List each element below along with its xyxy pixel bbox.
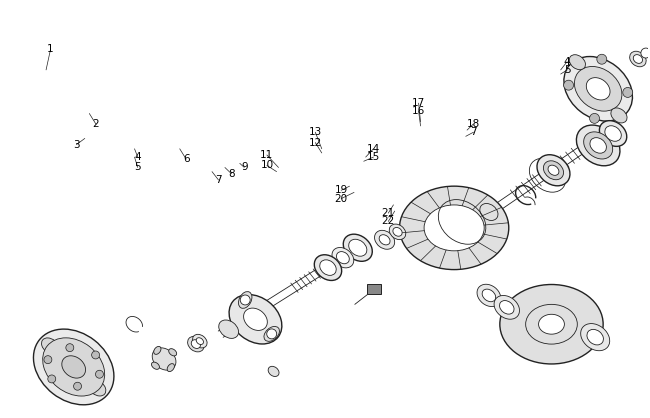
- Text: 16: 16: [412, 107, 425, 117]
- Ellipse shape: [539, 314, 564, 334]
- Text: 12: 12: [309, 138, 322, 148]
- Circle shape: [641, 48, 650, 58]
- Text: 5: 5: [564, 65, 571, 75]
- Circle shape: [597, 54, 606, 64]
- Ellipse shape: [348, 239, 367, 256]
- Ellipse shape: [630, 51, 646, 67]
- Ellipse shape: [577, 125, 620, 166]
- Text: 18: 18: [467, 119, 480, 129]
- Text: 1: 1: [47, 44, 54, 54]
- Text: 11: 11: [260, 150, 274, 160]
- Ellipse shape: [599, 121, 627, 146]
- Ellipse shape: [239, 292, 252, 308]
- Ellipse shape: [374, 230, 395, 249]
- Text: 5: 5: [135, 163, 141, 173]
- Circle shape: [590, 113, 599, 123]
- Ellipse shape: [477, 284, 500, 306]
- Text: 17: 17: [412, 98, 425, 108]
- Circle shape: [96, 370, 103, 378]
- Ellipse shape: [343, 234, 372, 261]
- Ellipse shape: [564, 56, 632, 121]
- Ellipse shape: [611, 108, 627, 123]
- Ellipse shape: [42, 338, 59, 354]
- Text: 9: 9: [241, 163, 248, 173]
- Ellipse shape: [268, 366, 279, 377]
- Ellipse shape: [633, 55, 642, 64]
- Circle shape: [240, 295, 250, 305]
- Text: 21: 21: [382, 208, 395, 218]
- Ellipse shape: [219, 320, 239, 339]
- Ellipse shape: [337, 252, 349, 264]
- Ellipse shape: [494, 296, 519, 319]
- Ellipse shape: [400, 186, 509, 270]
- Text: 2: 2: [92, 119, 99, 129]
- Ellipse shape: [482, 289, 496, 302]
- Ellipse shape: [569, 55, 586, 70]
- Ellipse shape: [537, 155, 570, 186]
- Ellipse shape: [152, 348, 176, 370]
- Ellipse shape: [580, 324, 610, 351]
- Text: 4: 4: [135, 152, 141, 162]
- Ellipse shape: [169, 349, 177, 356]
- Ellipse shape: [389, 224, 406, 240]
- Ellipse shape: [379, 235, 390, 245]
- Ellipse shape: [605, 126, 621, 141]
- Ellipse shape: [480, 204, 498, 220]
- Ellipse shape: [244, 308, 267, 330]
- Text: 7: 7: [470, 127, 477, 137]
- Text: 7: 7: [215, 175, 222, 185]
- Ellipse shape: [154, 347, 161, 354]
- Ellipse shape: [500, 301, 514, 314]
- Ellipse shape: [586, 78, 610, 100]
- Ellipse shape: [315, 255, 342, 280]
- Ellipse shape: [167, 364, 174, 372]
- Circle shape: [48, 375, 56, 383]
- Text: 8: 8: [228, 169, 235, 179]
- Circle shape: [44, 356, 52, 364]
- Circle shape: [73, 382, 81, 390]
- Ellipse shape: [88, 380, 106, 396]
- Text: 15: 15: [367, 152, 380, 162]
- Text: 10: 10: [261, 161, 274, 171]
- Ellipse shape: [191, 340, 200, 349]
- Text: 14: 14: [367, 144, 380, 154]
- Circle shape: [623, 87, 632, 97]
- Ellipse shape: [188, 336, 204, 352]
- Ellipse shape: [590, 138, 606, 153]
- FancyBboxPatch shape: [367, 285, 381, 294]
- Ellipse shape: [587, 329, 603, 345]
- Text: 6: 6: [183, 154, 190, 164]
- Ellipse shape: [62, 356, 86, 378]
- Text: 20: 20: [335, 194, 348, 204]
- Circle shape: [66, 344, 74, 352]
- Ellipse shape: [264, 326, 280, 342]
- Ellipse shape: [424, 205, 484, 251]
- Ellipse shape: [332, 247, 354, 268]
- Ellipse shape: [575, 66, 622, 111]
- Text: 19: 19: [335, 185, 348, 195]
- Ellipse shape: [500, 285, 603, 364]
- Circle shape: [266, 329, 277, 339]
- Ellipse shape: [543, 161, 564, 180]
- Ellipse shape: [393, 227, 402, 236]
- Circle shape: [564, 80, 573, 90]
- Text: 13: 13: [309, 127, 322, 137]
- Text: 4: 4: [564, 56, 571, 66]
- Ellipse shape: [320, 260, 336, 275]
- Ellipse shape: [229, 295, 282, 344]
- Ellipse shape: [33, 329, 114, 405]
- Ellipse shape: [192, 334, 207, 348]
- Text: 22: 22: [382, 217, 395, 227]
- Ellipse shape: [43, 338, 105, 396]
- Text: 3: 3: [73, 140, 80, 150]
- Ellipse shape: [151, 362, 159, 370]
- Ellipse shape: [584, 132, 613, 159]
- Ellipse shape: [548, 165, 559, 175]
- Circle shape: [92, 351, 99, 359]
- Ellipse shape: [196, 338, 203, 344]
